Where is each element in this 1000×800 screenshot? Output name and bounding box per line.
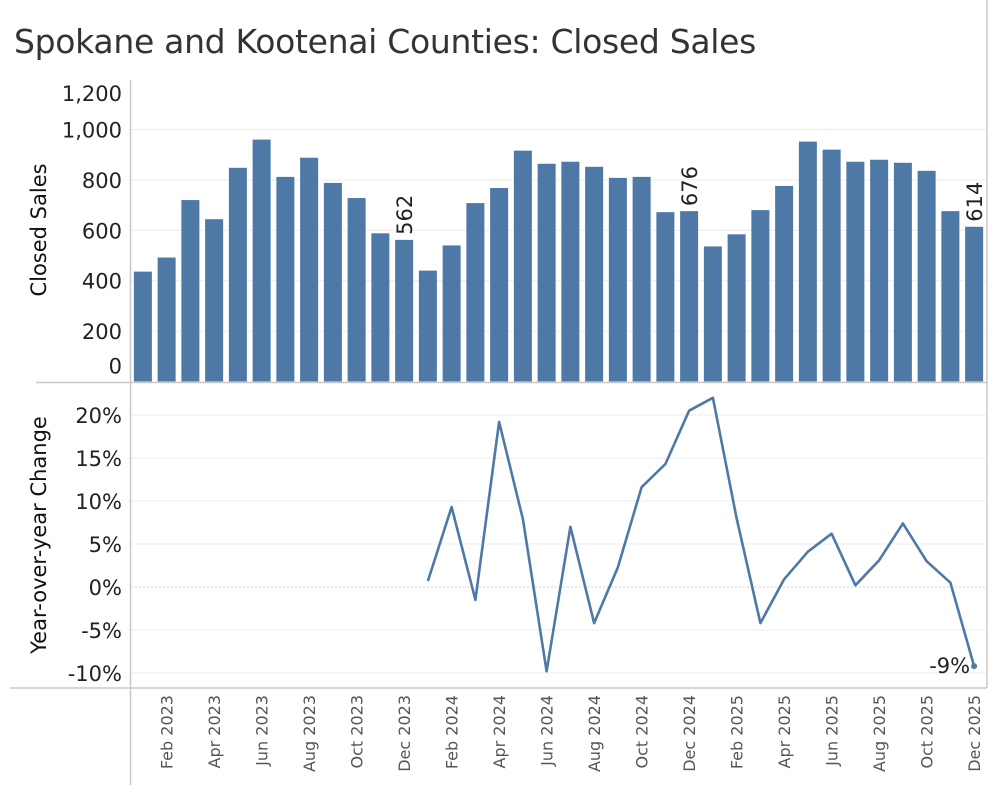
bar <box>822 149 841 382</box>
y-tick-label: 0% <box>89 576 122 600</box>
bar <box>798 141 817 382</box>
y-tick-label: 20% <box>75 404 122 428</box>
bar <box>727 234 746 382</box>
bar <box>300 157 319 382</box>
bar <box>656 212 675 382</box>
x-tick-label: Dec 2023 <box>395 695 414 772</box>
bar <box>276 176 295 382</box>
bar <box>395 239 414 382</box>
bar <box>181 200 200 382</box>
bar <box>252 139 271 382</box>
y-tick-label: 15% <box>75 447 122 471</box>
bar <box>870 159 889 382</box>
bar <box>751 210 770 382</box>
data-label: 676 <box>678 166 702 206</box>
bar <box>561 161 580 382</box>
x-tick-label: Aug 2025 <box>870 695 889 772</box>
x-tick-label: Jun 2024 <box>538 695 557 767</box>
bar <box>893 162 912 382</box>
y-axis-title: Closed Sales <box>27 163 51 296</box>
x-tick-label: Dec 2025 <box>965 695 984 772</box>
x-tick-label: Feb 2023 <box>158 695 177 769</box>
data-label: -9% <box>929 654 970 678</box>
bar <box>585 166 604 382</box>
bar <box>513 150 532 382</box>
bar <box>442 245 461 382</box>
bar <box>205 219 224 382</box>
bar <box>632 176 651 382</box>
y-tick-label: 10% <box>75 490 122 514</box>
bar <box>917 170 936 382</box>
bar <box>133 271 152 382</box>
y-tick-label: 800 <box>82 169 122 193</box>
y-axis-title: Year-over-year Change <box>27 416 51 655</box>
yoy-line <box>426 396 976 673</box>
x-tick-label: Aug 2024 <box>585 695 604 772</box>
bar <box>965 226 984 382</box>
y-tick-label: -5% <box>81 619 122 643</box>
data-label: 614 <box>963 182 987 222</box>
x-tick-label: Feb 2025 <box>728 695 747 769</box>
bar <box>941 211 960 382</box>
x-tick-label: Apr 2023 <box>205 695 224 768</box>
bar <box>466 203 485 382</box>
x-tick-label: Oct 2024 <box>633 695 652 768</box>
y-tick-label: 1,000 <box>62 119 122 143</box>
yoy-point <box>971 663 978 670</box>
bar <box>846 161 865 382</box>
bar <box>371 233 390 382</box>
data-label: 562 <box>393 195 417 235</box>
bar <box>775 185 794 382</box>
x-tick-label: Oct 2023 <box>348 695 367 768</box>
x-tick-label: Aug 2023 <box>300 695 319 772</box>
x-tick-label: Oct 2025 <box>918 695 937 768</box>
x-tick-label: Dec 2024 <box>680 695 699 772</box>
bar <box>608 177 627 382</box>
bar <box>490 187 509 382</box>
x-tick-label: Feb 2024 <box>443 695 462 769</box>
y-tick-label: 0 <box>109 355 122 379</box>
x-tick-label: Jun 2023 <box>253 695 272 767</box>
y-tick-label: 600 <box>82 219 122 243</box>
y-tick-label: -10% <box>68 662 122 686</box>
bar <box>347 198 366 382</box>
bar <box>418 270 437 382</box>
bar <box>703 246 722 382</box>
bar <box>157 257 176 382</box>
y-tick-label: 5% <box>89 533 122 557</box>
bar <box>228 167 247 382</box>
y-tick-label: 1,200 <box>62 82 122 106</box>
bar <box>680 211 699 382</box>
bar <box>323 182 342 382</box>
bar <box>537 163 556 382</box>
y-tick-label: 400 <box>82 270 122 294</box>
chart-title: Spokane and Kootenai Counties: Closed Sa… <box>14 22 757 61</box>
x-tick-label: Jun 2025 <box>823 695 842 767</box>
y-tick-label: 200 <box>82 320 122 344</box>
x-tick-label: Apr 2025 <box>775 695 794 768</box>
x-tick-label: Apr 2024 <box>490 695 509 768</box>
